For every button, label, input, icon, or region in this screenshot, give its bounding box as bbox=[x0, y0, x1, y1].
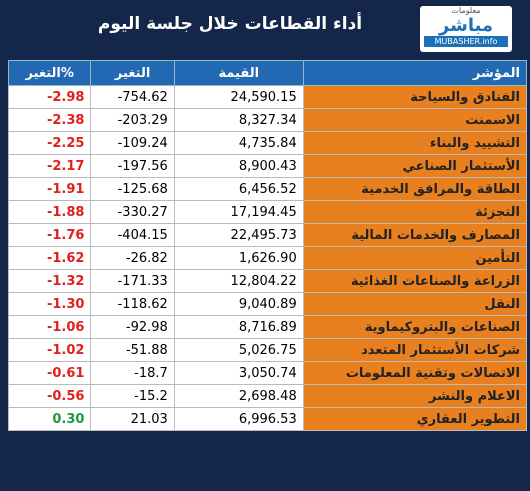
logo-top: معلومات bbox=[451, 6, 481, 15]
sector: الأستثمار الصناعي bbox=[302, 154, 528, 178]
change-percent: -2.17 bbox=[7, 154, 92, 178]
change: -203.29 bbox=[90, 108, 175, 132]
value: 17,194.45 bbox=[173, 200, 304, 224]
sector: الطاقة والمرافق الخدمية bbox=[302, 177, 528, 201]
value: 5,026.75 bbox=[173, 338, 304, 362]
change-percent: -1.88 bbox=[7, 200, 92, 224]
table-row: -2.98 -754.62 24,590.15 الفنادق والسياحة bbox=[7, 85, 528, 109]
value: 12,804.22 bbox=[173, 269, 304, 293]
table-row: -2.17 -197.56 8,900.43 الأستثمار الصناعي bbox=[7, 154, 528, 178]
logo: معلومات مباشر MUBASHER.info bbox=[420, 6, 512, 52]
value: 22,495.73 bbox=[173, 223, 304, 247]
change: -51.88 bbox=[90, 338, 175, 362]
change-percent: -2.38 bbox=[7, 108, 92, 132]
sector-table: التغير% التغير القيمة المؤشر -2.98 -754.62 24… bbox=[7, 60, 528, 431]
sector: التطوير العقاري bbox=[302, 407, 528, 431]
value: 9,040.89 bbox=[173, 292, 304, 316]
value: 2,698.48 bbox=[173, 384, 304, 408]
table-row: -1.88 -330.27 17,194.45 التجزئة bbox=[7, 200, 528, 224]
logo-name: مباشر bbox=[438, 15, 494, 36]
value: 8,327.34 bbox=[173, 108, 304, 132]
change-percent: 0.30 bbox=[7, 407, 92, 431]
value: 4,735.84 bbox=[173, 131, 304, 155]
table-row: -1.06 -92.98 8,716.89 الصناعات والبتروكيماو… bbox=[7, 315, 528, 339]
change: -26.82 bbox=[90, 246, 175, 270]
value: 8,900.43 bbox=[173, 154, 304, 178]
change-percent: -1.32 bbox=[7, 269, 92, 293]
value: 1,626.90 bbox=[173, 246, 304, 270]
value: 6,996.53 bbox=[173, 407, 304, 431]
change-percent: -1.06 bbox=[7, 315, 92, 339]
change-percent: -2.98 bbox=[7, 85, 92, 109]
change: -92.98 bbox=[90, 315, 175, 339]
sector: النقل bbox=[302, 292, 528, 316]
column-header: التغير% bbox=[7, 60, 92, 86]
sector: الزراعة والصناعات الغذائية bbox=[302, 269, 528, 293]
change: -171.33 bbox=[90, 269, 175, 293]
sector: الاعلام والنشر bbox=[302, 384, 528, 408]
change: -404.15 bbox=[90, 223, 175, 247]
change-percent: -0.56 bbox=[7, 384, 92, 408]
header-row: التغير% التغير القيمة المؤشر bbox=[7, 60, 528, 86]
column-header: القيمة bbox=[173, 60, 304, 86]
table-row: -1.32 -171.33 12,804.22 الزراعة والصناعات ا… bbox=[7, 269, 528, 293]
column-header: التغير bbox=[90, 60, 175, 86]
change: -125.68 bbox=[90, 177, 175, 201]
value: 24,590.15 bbox=[173, 85, 304, 109]
change: -330.27 bbox=[90, 200, 175, 224]
table-row: -2.25 -109.24 4,735.84 التشييد والبناء bbox=[7, 131, 528, 155]
value: 3,050.74 bbox=[173, 361, 304, 385]
change-percent: -2.25 bbox=[7, 131, 92, 155]
sector: المصارف والخدمات المالية bbox=[302, 223, 528, 247]
change: -18.7 bbox=[90, 361, 175, 385]
change: 21.03 bbox=[90, 407, 175, 431]
sector: التأمين bbox=[302, 246, 528, 270]
change-percent: -1.30 bbox=[7, 292, 92, 316]
sector: الاسمنت bbox=[302, 108, 528, 132]
change: -15.2 bbox=[90, 384, 175, 408]
sector: الصناعات والبتروكيماوية bbox=[302, 315, 528, 339]
table-row: -0.56 -15.2 2,698.48 الاعلام والنشر bbox=[7, 384, 528, 408]
table-row: -2.38 -203.29 8,327.34 الاسمنت bbox=[7, 108, 528, 132]
value: 8,716.89 bbox=[173, 315, 304, 339]
table-row: -1.02 -51.88 5,026.75 شركات الأستثمار المتع… bbox=[7, 338, 528, 362]
change-percent: -1.02 bbox=[7, 338, 92, 362]
table-row: -1.76 -404.15 22,495.73 المصارف والخدمات ال… bbox=[7, 223, 528, 247]
table-row: -1.91 -125.68 6,456.52 الطاقة والمرافق الخد… bbox=[7, 177, 528, 201]
sector: الاتصالات وتقنية المعلومات bbox=[302, 361, 528, 385]
change-percent: -1.76 bbox=[7, 223, 92, 247]
column-header: المؤشر bbox=[302, 60, 528, 86]
change: -109.24 bbox=[90, 131, 175, 155]
table-row: 0.30 21.03 6,996.53 التطوير العقاري bbox=[7, 407, 528, 431]
sector: شركات الأستثمار المتعدد bbox=[302, 338, 528, 362]
table-body: -2.98 -754.62 24,590.15 الفنادق والسياحة -2.… bbox=[7, 85, 528, 431]
sector: التجزئة bbox=[302, 200, 528, 224]
change-percent: -1.91 bbox=[7, 177, 92, 201]
change: -754.62 bbox=[90, 85, 175, 109]
table-row: -1.30 -118.62 9,040.89 النقل bbox=[7, 292, 528, 316]
change-percent: -1.62 bbox=[7, 246, 92, 270]
table-row: -1.62 -26.82 1,626.90 التأمين bbox=[7, 246, 528, 270]
value: 6,456.52 bbox=[173, 177, 304, 201]
change-percent: -0.61 bbox=[7, 361, 92, 385]
sector: الفنادق والسياحة bbox=[302, 85, 528, 109]
table-row: -0.61 -18.7 3,050.74 الاتصالات وتقنية المعل… bbox=[7, 361, 528, 385]
sector: التشييد والبناء bbox=[302, 131, 528, 155]
change: -118.62 bbox=[90, 292, 175, 316]
logo-sub: MUBASHER.info bbox=[424, 36, 508, 47]
title: أداء القطاعات خلال جلسة اليوم bbox=[97, 14, 363, 34]
change: -197.56 bbox=[90, 154, 175, 178]
